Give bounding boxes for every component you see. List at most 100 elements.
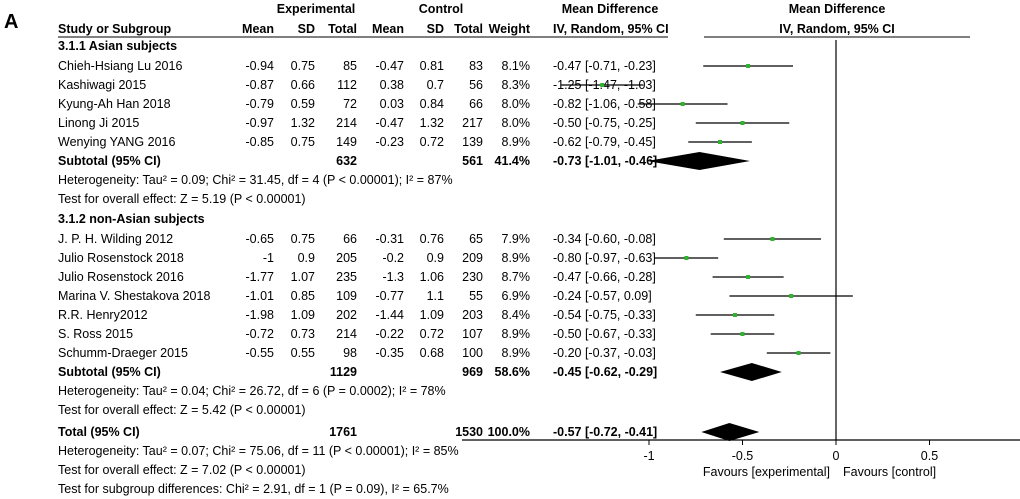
ctrl-total: 139 (462, 135, 483, 149)
subtotal-ctrl-total: 969 (462, 365, 483, 379)
subtotal-diamond (647, 152, 750, 170)
ctrl-sd: 0.76 (420, 232, 444, 246)
header-exp-sd: SD (298, 22, 315, 36)
exp-sd: 0.75 (291, 232, 315, 246)
ctrl-sd: 0.81 (420, 59, 444, 73)
weight: 8.9% (502, 346, 531, 360)
exp-total: 66 (343, 232, 357, 246)
subtotal-ci-text: -0.73 [-1.01, -0.46] (553, 154, 657, 168)
study-name: Chieh-Hsiang Lu 2016 (58, 59, 182, 73)
header-ctrl-mean: Mean (372, 22, 404, 36)
weight: 8.9% (502, 135, 531, 149)
ctrl-total: 107 (462, 327, 483, 341)
header-study: Study or Subgroup (58, 22, 172, 36)
exp-total: 214 (336, 116, 357, 130)
heterogeneity-text: Heterogeneity: Tau² = 0.09; Chi² = 31.45… (58, 173, 453, 187)
ctrl-total: 55 (469, 289, 483, 303)
header-mean-difference-right: Mean Difference (789, 2, 886, 16)
ctrl-sd: 1.06 (420, 270, 444, 284)
ctrl-mean: 0.38 (380, 78, 404, 92)
exp-sd: 0.75 (291, 135, 315, 149)
ci-text: -0.80 [-0.97, -0.63] (553, 251, 656, 265)
exp-sd: 0.85 (291, 289, 315, 303)
study-name: Marina V. Shestakova 2018 (58, 289, 210, 303)
ctrl-total: 217 (462, 116, 483, 130)
weight: 8.0% (502, 97, 531, 111)
exp-total: 235 (336, 270, 357, 284)
effect-point (600, 83, 605, 87)
weight: 8.1% (502, 59, 531, 73)
x-tick-label: 0 (833, 449, 840, 463)
subgroup-differences-text: Test for subgroup differences: Chi² = 2.… (58, 482, 449, 496)
header-exp-mean: Mean (242, 22, 274, 36)
study-name: Julio Rosenstock 2018 (58, 251, 184, 265)
effect-point (740, 121, 745, 125)
effect-point (684, 256, 689, 260)
total-ctrl-total: 1530 (455, 425, 483, 439)
header-control: Control (419, 2, 463, 16)
study-name: Wenying YANG 2016 (58, 135, 175, 149)
header-exp-total: Total (328, 22, 357, 36)
ctrl-mean: -1.3 (382, 270, 404, 284)
ctrl-total: 56 (469, 78, 483, 92)
subtotal-exp-total: 1129 (330, 365, 357, 379)
weight: 6.9% (502, 289, 531, 303)
effect-point (746, 64, 751, 68)
exp-sd: 0.55 (291, 346, 315, 360)
favours-experimental-label: Favours [experimental] (703, 465, 830, 479)
ctrl-mean: -1.44 (376, 308, 405, 322)
ci-text: -0.47 [-0.66, -0.28] (553, 270, 656, 284)
effect-point (733, 313, 738, 317)
exp-sd: 0.73 (291, 327, 315, 341)
exp-mean: -0.85 (246, 135, 275, 149)
ctrl-mean: -0.77 (376, 289, 405, 303)
subtotal-ctrl-total: 561 (462, 154, 483, 168)
subgroup-title: 3.1.2 non-Asian subjects (58, 212, 205, 226)
overall-effect-text: Test for overall effect: Z = 5.42 (P < 0… (58, 403, 306, 417)
ctrl-sd: 0.72 (420, 135, 444, 149)
ctrl-total: 66 (469, 97, 483, 111)
effect-point (796, 351, 801, 355)
ci-text: -0.50 [-0.75, -0.25] (553, 116, 656, 130)
ctrl-sd: 0.7 (427, 78, 444, 92)
ctrl-total: 65 (469, 232, 483, 246)
weight: 8.4% (502, 308, 531, 322)
effect-point (746, 275, 751, 279)
ctrl-mean: -0.47 (376, 59, 405, 73)
ci-text: -0.24 [-0.57, 0.09] (553, 289, 652, 303)
effect-point (770, 237, 775, 241)
exp-mean: -0.72 (246, 327, 275, 341)
exp-mean: -0.87 (246, 78, 275, 92)
exp-total: 149 (336, 135, 357, 149)
exp-total: 72 (343, 97, 357, 111)
ctrl-total: 100 (462, 346, 483, 360)
ctrl-sd: 1.09 (420, 308, 444, 322)
ctrl-total: 209 (462, 251, 483, 265)
weight: 8.9% (502, 251, 531, 265)
exp-mean: -0.65 (246, 232, 275, 246)
ci-text: -0.82 [-1.06, -0.58] (553, 97, 656, 111)
weight: 8.3% (502, 78, 531, 92)
ctrl-sd: 1.1 (427, 289, 444, 303)
header-ci-left: IV, Random, 95% CI (553, 22, 669, 36)
effect-point (789, 294, 794, 298)
exp-total: 214 (336, 327, 357, 341)
exp-sd: 1.07 (291, 270, 315, 284)
total-label: Total (95% CI) (58, 425, 140, 439)
exp-sd: 1.09 (291, 308, 315, 322)
exp-sd: 0.75 (291, 59, 315, 73)
heterogeneity-text: Heterogeneity: Tau² = 0.04; Chi² = 26.72… (58, 384, 446, 398)
weight: 8.0% (502, 116, 531, 130)
study-name: J. P. H. Wilding 2012 (58, 232, 173, 246)
x-tick-label: 0.5 (921, 449, 938, 463)
exp-mean: -1 (263, 251, 274, 265)
effect-point (740, 332, 745, 336)
exp-total: 98 (343, 346, 357, 360)
ctrl-mean: 0.03 (380, 97, 404, 111)
exp-sd: 0.66 (291, 78, 315, 92)
ctrl-total: 83 (469, 59, 483, 73)
exp-total: 109 (336, 289, 357, 303)
subtotal-exp-total: 632 (336, 154, 357, 168)
weight: 8.7% (502, 270, 531, 284)
